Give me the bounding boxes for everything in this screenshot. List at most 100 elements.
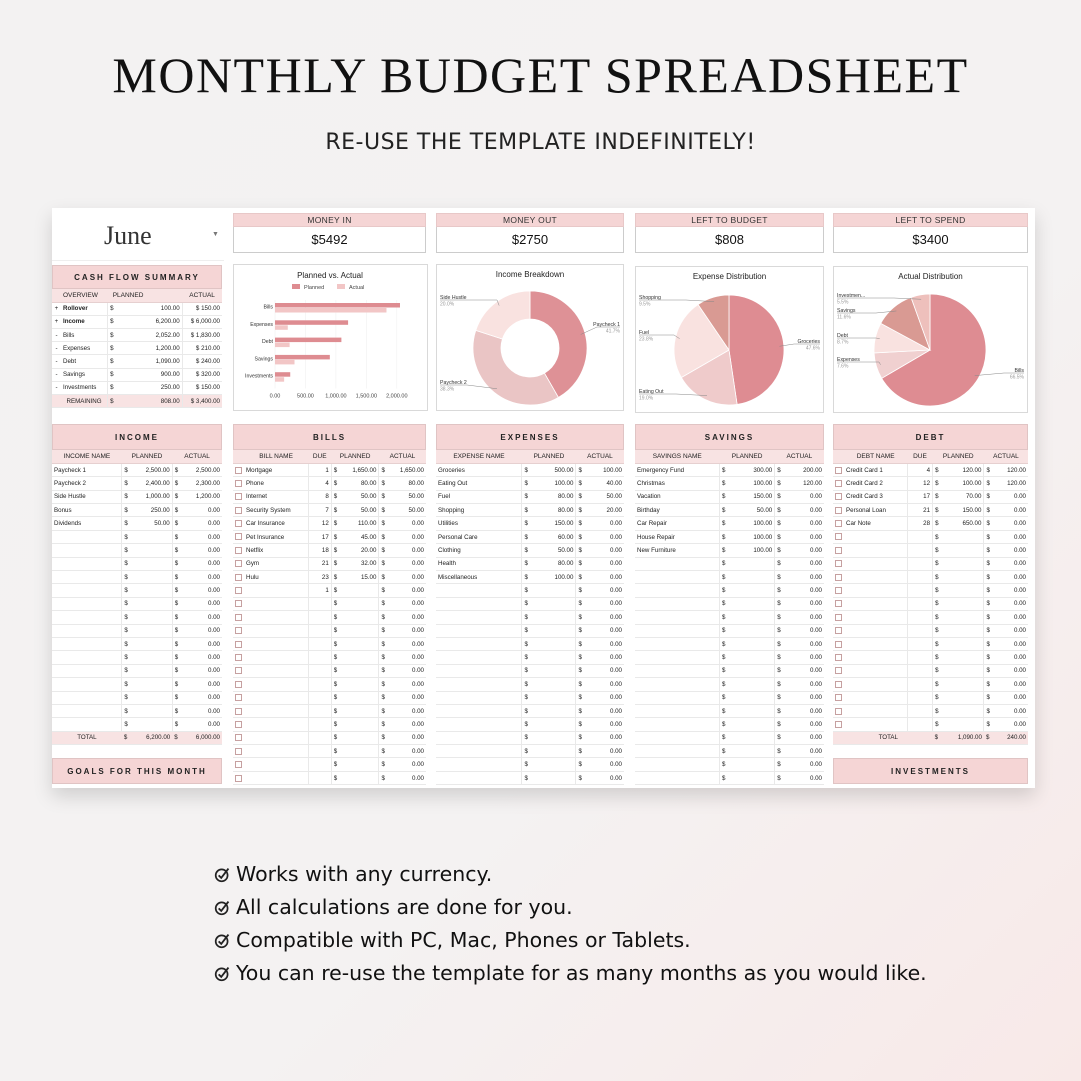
currency[interactable]: $ bbox=[521, 637, 536, 652]
checkbox[interactable] bbox=[235, 747, 242, 755]
item-name[interactable] bbox=[244, 691, 309, 705]
item-name[interactable]: Car Repair bbox=[635, 516, 720, 531]
currency[interactable]: $ bbox=[171, 557, 184, 572]
actual-value[interactable]: 20.00 bbox=[588, 503, 624, 518]
currency[interactable]: $ bbox=[330, 557, 342, 572]
currency[interactable]: $ bbox=[983, 597, 996, 612]
checkbox[interactable] bbox=[235, 520, 242, 528]
item-name[interactable] bbox=[635, 731, 720, 746]
planned-value[interactable] bbox=[733, 757, 775, 772]
actual-value[interactable]: 0.00 bbox=[787, 610, 824, 625]
currency[interactable]: $ bbox=[774, 543, 788, 558]
planned-value[interactable] bbox=[132, 557, 173, 572]
actual-value[interactable]: 120.00 bbox=[787, 476, 824, 491]
currency[interactable]: $ bbox=[330, 637, 342, 652]
planned-value[interactable] bbox=[733, 744, 775, 759]
actual-value[interactable]: 0.00 bbox=[389, 557, 426, 572]
checkbox-cell[interactable] bbox=[833, 557, 844, 572]
checkbox[interactable] bbox=[235, 493, 242, 501]
actual-value[interactable]: 0.00 bbox=[389, 664, 426, 679]
planned-value[interactable] bbox=[341, 637, 379, 652]
item-name[interactable] bbox=[635, 597, 720, 612]
actual-value[interactable]: 0.00 bbox=[787, 771, 824, 786]
total-actual[interactable]: 240.00 bbox=[995, 731, 1028, 746]
actual-value[interactable]: 0.00 bbox=[389, 744, 426, 759]
currency[interactable]: $ bbox=[575, 490, 589, 505]
column-header[interactable]: BILL NAME bbox=[244, 450, 309, 464]
currency[interactable]: $ bbox=[983, 691, 996, 705]
planned-value[interactable]: 100.00 bbox=[733, 530, 775, 545]
due-day[interactable] bbox=[906, 650, 933, 665]
due-day[interactable]: 7 bbox=[307, 503, 332, 518]
item-name[interactable] bbox=[52, 557, 122, 572]
checkbox[interactable] bbox=[235, 734, 242, 742]
currency[interactable]: $ bbox=[774, 530, 788, 545]
planned-value[interactable] bbox=[341, 691, 379, 705]
currency[interactable]: $ bbox=[575, 677, 589, 692]
currency[interactable]: $ bbox=[107, 381, 149, 396]
currency[interactable]: $ bbox=[121, 704, 133, 719]
actual-value[interactable]: 0.00 bbox=[995, 691, 1028, 705]
due-day[interactable] bbox=[307, 717, 332, 732]
checkbox[interactable] bbox=[235, 506, 242, 514]
checkbox[interactable] bbox=[835, 667, 842, 675]
actual-value[interactable]: 100.00 bbox=[588, 463, 624, 478]
currency[interactable]: $ bbox=[171, 490, 184, 505]
currency[interactable]: $ bbox=[718, 597, 734, 612]
planned-value[interactable]: 45.00 bbox=[341, 530, 379, 545]
actual-value[interactable]: 0.00 bbox=[787, 624, 824, 638]
currency[interactable]: $ bbox=[330, 717, 342, 732]
planned-value[interactable] bbox=[132, 650, 173, 665]
planned-value[interactable]: 80.00 bbox=[535, 490, 576, 505]
planned-value[interactable] bbox=[733, 677, 775, 692]
currency[interactable]: $ bbox=[575, 757, 589, 772]
actual-value[interactable]: 0.00 bbox=[588, 543, 624, 558]
planned-value[interactable]: 1,090.00 bbox=[148, 354, 183, 369]
due-day[interactable]: 4 bbox=[307, 476, 332, 491]
item-name[interactable] bbox=[844, 530, 908, 545]
currency[interactable]: $ bbox=[378, 610, 390, 625]
checkbox-cell[interactable] bbox=[233, 637, 244, 652]
currency[interactable]: $ bbox=[932, 583, 944, 598]
column-header[interactable]: EXPENSE NAME bbox=[436, 450, 522, 464]
currency[interactable]: $ bbox=[107, 315, 149, 330]
item-name[interactable] bbox=[844, 677, 908, 692]
currency[interactable]: $ bbox=[330, 757, 342, 772]
item-name[interactable] bbox=[635, 583, 720, 598]
currency[interactable]: $ bbox=[171, 610, 184, 625]
currency[interactable]: $ bbox=[983, 463, 996, 478]
currency[interactable]: $ bbox=[774, 490, 788, 505]
actual-value[interactable]: 0.00 bbox=[787, 570, 824, 585]
planned-value[interactable] bbox=[733, 691, 775, 705]
actual-value[interactable]: 0.00 bbox=[995, 597, 1028, 612]
item-name[interactable] bbox=[844, 583, 908, 598]
currency[interactable]: $ bbox=[774, 503, 788, 518]
checkbox[interactable] bbox=[235, 600, 242, 608]
currency[interactable]: $ bbox=[121, 490, 133, 505]
currency[interactable]: $ bbox=[774, 516, 788, 531]
overview-name[interactable]: Savings bbox=[60, 368, 108, 382]
currency[interactable]: $ bbox=[378, 704, 390, 719]
currency[interactable]: $ bbox=[575, 463, 589, 478]
actual-value[interactable]: 0.00 bbox=[183, 503, 222, 518]
overview-name[interactable]: Income bbox=[60, 315, 108, 330]
currency[interactable]: $ bbox=[378, 503, 390, 518]
checkbox[interactable] bbox=[235, 720, 242, 728]
item-name[interactable]: Netflix bbox=[244, 543, 309, 558]
currency[interactable]: $ bbox=[774, 677, 788, 692]
due-day[interactable] bbox=[307, 637, 332, 652]
actual-value[interactable]: 50.00 bbox=[389, 490, 426, 505]
actual-value[interactable]: 0.00 bbox=[995, 704, 1028, 719]
currency[interactable]: $ bbox=[171, 503, 184, 518]
currency[interactable]: $ bbox=[521, 691, 536, 705]
actual-value[interactable]: 0.00 bbox=[588, 516, 624, 531]
currency[interactable]: $ bbox=[575, 691, 589, 705]
currency[interactable]: $ bbox=[171, 530, 184, 545]
planned-value[interactable]: 100.00 bbox=[535, 570, 576, 585]
currency[interactable]: $ bbox=[330, 704, 342, 719]
checkbox[interactable] bbox=[835, 707, 842, 715]
item-name[interactable] bbox=[436, 757, 522, 772]
currency[interactable]: $ bbox=[575, 664, 589, 679]
planned-value[interactable]: 15.00 bbox=[341, 570, 379, 585]
due-day[interactable]: 28 bbox=[906, 516, 933, 531]
